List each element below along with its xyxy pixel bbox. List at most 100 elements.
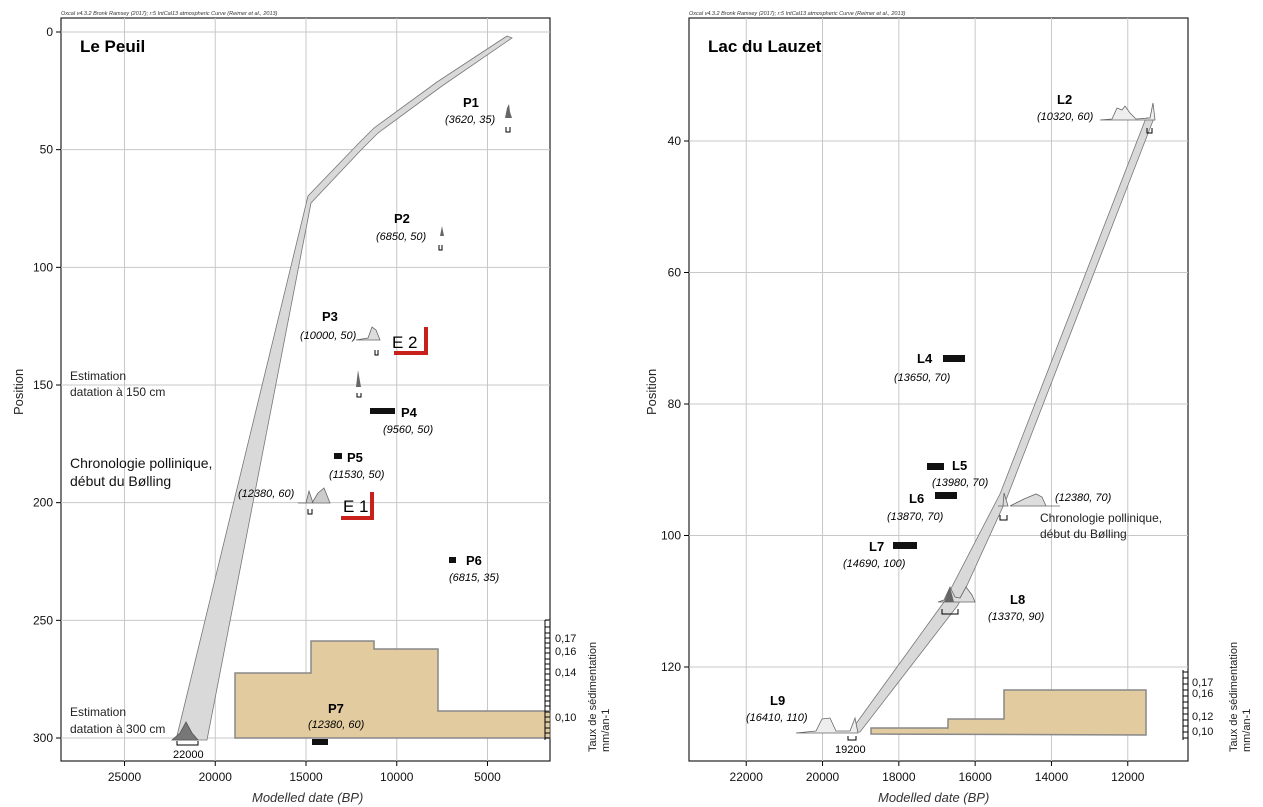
- sample-value-p2: (6850, 50): [376, 231, 426, 243]
- credit-left: Oxcal v4.3.2 Bronk Ramsey (2017); r:5 In…: [61, 11, 278, 17]
- sample-label-l5: L5: [952, 458, 967, 473]
- y-tick-label: 120: [661, 660, 681, 674]
- e2-label: E 2: [392, 333, 418, 352]
- note-pollen-right-line2: début du Bølling: [1040, 527, 1127, 541]
- sample-value-p6: (6815, 35): [449, 572, 499, 584]
- sedimentation-ticks-right: [1183, 671, 1188, 739]
- sedimentation-histogram-right: [870, 689, 1147, 736]
- age-depth-band-right: [849, 117, 1155, 733]
- x-tick-label: 16000: [958, 770, 992, 784]
- sedimentation-ticks-left: [545, 619, 550, 739]
- sed-tick-left-1: 0,16: [555, 646, 576, 658]
- sample-value-p3: (10000, 50): [300, 330, 357, 342]
- note-pollen-left-line1: Chronologie pollinique,: [70, 455, 212, 471]
- sample-label-l6: L6: [909, 491, 924, 506]
- y-tick-label: 50: [40, 143, 54, 157]
- sample-value-l4: (13650, 70): [894, 372, 951, 384]
- range-brackets-right: [847, 128, 1153, 741]
- distribution-p1: [498, 104, 512, 118]
- sample-label-p1: P1: [463, 95, 479, 110]
- distribution-l8-dark: [944, 587, 954, 602]
- sample-value-l5: (13980, 70): [932, 477, 989, 489]
- sample-label-l8: L8: [1010, 592, 1025, 607]
- sample-value-l2: (10320, 60): [1037, 111, 1094, 123]
- sample-label-p6: P6: [466, 553, 482, 568]
- x-ticks-right: 22000 20000 18000 16000 14000 12000: [730, 761, 1145, 784]
- x-ticks-left: 25000 20000 15000 10000 5000: [108, 761, 501, 784]
- panel-title-right: Lac du Lauzet: [708, 37, 822, 56]
- sample-label-l9: L9: [770, 693, 785, 708]
- outlier-bar-l6: [935, 492, 957, 499]
- note-est150-line2: datation à 150 cm: [70, 385, 165, 399]
- distribution-p2: [436, 226, 444, 236]
- sed-title-right-line1: Taux de sédimentation: [1228, 642, 1240, 752]
- distribution-mid-left: [352, 370, 361, 387]
- outlier-bar-p5: [334, 453, 342, 459]
- distribution-bolling-left: [298, 487, 331, 504]
- y-tick-label: 200: [33, 496, 53, 510]
- sed-tick-left-0: 0,17: [555, 633, 576, 645]
- x-tick-label: 14000: [1035, 770, 1069, 784]
- sed-title-left-line1: Taux de sédimentation: [587, 642, 599, 752]
- range-brackets-left: [176, 127, 511, 746]
- y-tick-label: 40: [668, 134, 682, 148]
- x-tick-label: 12000: [1111, 770, 1145, 784]
- sedimentation-histogram-left: [234, 640, 551, 739]
- sed-tick-right-3: 0,10: [1192, 726, 1213, 738]
- distribution-l2: [1099, 102, 1156, 121]
- sample-value-bolling-right: (12380, 70): [1055, 492, 1112, 504]
- sample-value-l9: (16410, 110): [746, 712, 808, 724]
- y-tick-label: 60: [668, 266, 682, 280]
- x-tick-label: 20000: [806, 770, 840, 784]
- x-tick-label: 15000: [289, 770, 323, 784]
- e1-marker: [341, 492, 374, 520]
- sample-value-p5: (11530, 50): [329, 469, 385, 481]
- outlier-bar-l7: [893, 542, 917, 549]
- outlier-bar-p4: [370, 408, 395, 414]
- y-tick-label: 100: [33, 260, 53, 274]
- sample-value-l8: (13370, 90): [988, 611, 1045, 623]
- x-tick-label: 18000: [882, 770, 916, 784]
- note-pollen-right-line1: Chronologie pollinique,: [1040, 511, 1162, 525]
- sed-tick-right-2: 0,12: [1192, 711, 1213, 723]
- x-tick-label: 22000: [730, 770, 764, 784]
- sample-label-p4: P4: [401, 405, 418, 420]
- sample-value-p1: (3620, 35): [445, 114, 495, 126]
- sed-tick-left-3: 0,10: [555, 712, 576, 724]
- credit-right: Oxcal v4.3.2 Bronk Ramsey (2017); r:5 In…: [689, 11, 906, 17]
- panel-title-left: Le Peuil: [80, 37, 145, 56]
- plot-frame-right: [688, 17, 1189, 762]
- x-tick-label: 5000: [474, 770, 501, 784]
- sed-title-left-line2: mm/an-1: [600, 709, 612, 752]
- y-axis-title-left: Position: [11, 369, 26, 415]
- x-tick-label: 10000: [380, 770, 414, 784]
- e1-label: E 1: [343, 497, 369, 516]
- outlier-bar-p6: [449, 557, 456, 563]
- sample-value-l7: (14690, 100): [843, 558, 906, 570]
- age-depth-band-left: [175, 35, 513, 741]
- y-tick-label: 300: [33, 731, 53, 745]
- e2-marker: [394, 327, 428, 355]
- sample-value-p7: (12380, 60): [308, 719, 365, 731]
- distribution-l9: [795, 716, 859, 734]
- outlier-bar-l5: [927, 463, 944, 470]
- y-axis-title-right: Position: [644, 369, 659, 415]
- y-tick-label: 250: [33, 613, 53, 627]
- sed-tick-right-0: 0,17: [1192, 677, 1213, 689]
- date-22000: 22000: [173, 749, 204, 761]
- y-ticks-left: 0 50 100 150 200 250 300: [33, 25, 61, 745]
- y-tick-label: 150: [33, 378, 53, 392]
- distribution-22000: [170, 721, 199, 741]
- note-est300-line1: Estimation: [70, 705, 126, 719]
- y-ticks-right: 40 60 80 100 120: [661, 134, 689, 674]
- distribution-bolling-right: [998, 492, 1060, 507]
- y-tick-label: 80: [668, 397, 682, 411]
- sample-label-l4: L4: [917, 351, 933, 366]
- outlier-bar-l4: [943, 355, 965, 362]
- y-tick-label: 100: [661, 529, 681, 543]
- sample-label-l2: L2: [1057, 92, 1072, 107]
- sample-value-l6: (13870, 70): [887, 511, 944, 523]
- sample-label-p5: P5: [347, 450, 363, 465]
- x-axis-title-left: Modelled date (BP): [252, 790, 363, 805]
